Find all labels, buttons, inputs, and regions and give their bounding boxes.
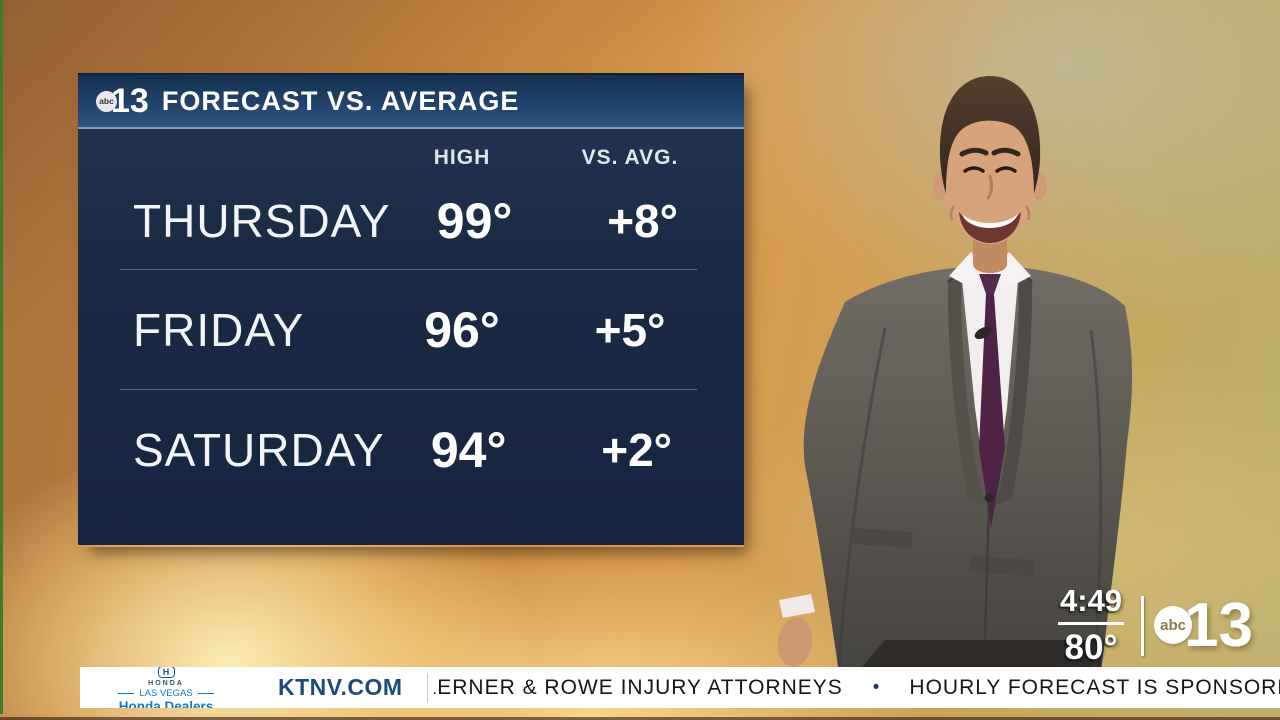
ticker-item: HOURLY FORECAST IS SPONSORED BY BOB'S	[909, 675, 1280, 699]
abc-disc-icon: abc	[96, 90, 117, 112]
sponsor-name: Honda Dealers	[118, 699, 214, 708]
ticker-divider	[426, 672, 428, 703]
current-temp: 80°	[1064, 628, 1118, 667]
time-temp-bug: 4:49 80° abc 13	[1058, 583, 1253, 668]
honda-h-logo-icon: H	[157, 667, 175, 678]
panel-header: abc 13 FORECAST VS. AVERAGE	[78, 73, 744, 129]
bottom-edge-line	[0, 717, 1280, 720]
day-label: THURSDAY	[133, 195, 391, 247]
left-edge-artifact	[0, 0, 3, 714]
clock-block: 4:49 80°	[1058, 583, 1125, 668]
column-header-vs-avg: VS. AVG.	[581, 146, 679, 169]
channel-number: 13	[111, 82, 149, 120]
high-value: 96°	[424, 301, 500, 358]
current-time: 4:49	[1058, 583, 1125, 625]
news-ticker: H HONDA LAS VEGAS Honda Dealers KTNV.COM…	[80, 667, 1280, 708]
high-value: 99°	[436, 193, 513, 249]
forecast-panel: abc 13 FORECAST VS. AVERAGE HIGH VS. AVG…	[78, 73, 744, 547]
ticker-bullet-icon: •	[872, 676, 880, 698]
panel-body: HIGH VS. AVG. THURSDAY 99° +8° FRIDAY 96…	[78, 129, 744, 545]
sponsor-brand: HONDA	[148, 679, 184, 687]
sponsor-region: LAS VEGAS	[80, 688, 252, 699]
weatherman-photo	[777, 76, 1133, 673]
abc-disc-icon: abc	[1154, 606, 1193, 645]
channel-number: 13	[1184, 590, 1254, 660]
left-hand	[777, 594, 815, 667]
head	[933, 76, 1047, 273]
column-header-row: HIGH VS. AVG.	[78, 129, 744, 173]
pants	[857, 640, 1101, 673]
row-divider	[120, 269, 697, 270]
column-header-high: HIGH	[433, 146, 491, 169]
vs-avg-value: +8°	[607, 195, 679, 247]
station-website: KTNV.COM	[278, 674, 403, 700]
table-row: THURSDAY 99° +8°	[78, 173, 744, 269]
table-row: SATURDAY 94° +2°	[78, 390, 744, 509]
vs-avg-value: +5°	[594, 303, 666, 356]
high-value: 94°	[430, 421, 507, 478]
ticker-item: LERNER & ROWE INJURY ATTORNEYS	[433, 675, 843, 699]
bug-divider	[1141, 595, 1145, 656]
hair	[939, 76, 1041, 194]
abc13-logo-icon: abc 13	[96, 84, 149, 118]
sponsor-logo: H HONDA LAS VEGAS Honda Dealers	[80, 667, 252, 708]
day-label: FRIDAY	[133, 303, 305, 356]
panel-title: FORECAST VS. AVERAGE	[161, 85, 520, 116]
row-divider	[120, 389, 697, 390]
vs-avg-value: +2°	[601, 423, 673, 476]
day-label: SATURDAY	[133, 423, 385, 476]
abc13-bug-logo-icon: abc 13	[1154, 590, 1254, 660]
table-row: FRIDAY 96° +5°	[78, 270, 744, 389]
mic-clip	[974, 326, 992, 340]
ticker-scroll-area: LERNER & ROWE INJURY ATTORNEYS • HOURLY …	[434, 676, 1280, 700]
